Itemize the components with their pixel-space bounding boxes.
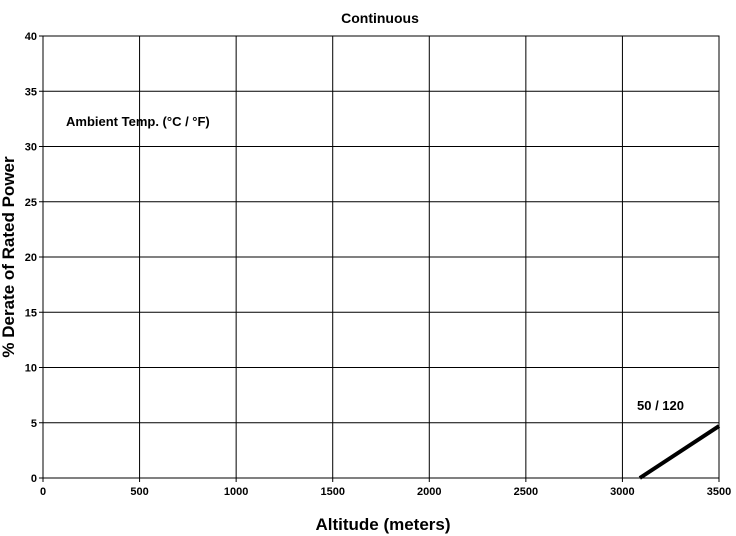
y-tick-label: 20 [25, 252, 37, 264]
x-axis-ticks: 0 500 1000 1500 2000 2500 3000 3500 [40, 478, 731, 498]
y-tick-label: 5 [31, 418, 37, 430]
x-axis-label: Altitude (meters) [315, 515, 450, 534]
y-axis-label: % Derate of Rated Power [0, 156, 18, 358]
x-tick-label: 1000 [224, 486, 248, 498]
x-tick-label: 2500 [514, 486, 538, 498]
y-axis-ticks: 0 5 10 15 20 25 30 35 40 [25, 31, 43, 485]
y-tick-label: 0 [31, 473, 37, 485]
x-tick-label: 0 [40, 486, 46, 498]
x-tick-label: 3500 [707, 486, 731, 498]
series-line [638, 424, 721, 480]
series-label: 50 / 120 [637, 398, 684, 413]
y-tick-label: 15 [25, 307, 37, 319]
x-tick-label: 1500 [320, 486, 344, 498]
y-tick-label: 35 [25, 86, 37, 98]
legend-title: Ambient Temp. (°C / °F) [66, 114, 210, 129]
grid [42, 35, 720, 479]
y-tick-label: 30 [25, 142, 37, 154]
x-tick-label: 500 [130, 486, 148, 498]
x-tick-label: 2000 [417, 486, 441, 498]
y-tick-label: 25 [25, 197, 37, 209]
y-tick-label: 40 [25, 31, 37, 43]
chart-title: Continuous [341, 10, 419, 26]
y-tick-label: 10 [25, 363, 37, 375]
series-group: 50 / 120 [637, 398, 721, 480]
x-tick-label: 3000 [610, 486, 634, 498]
